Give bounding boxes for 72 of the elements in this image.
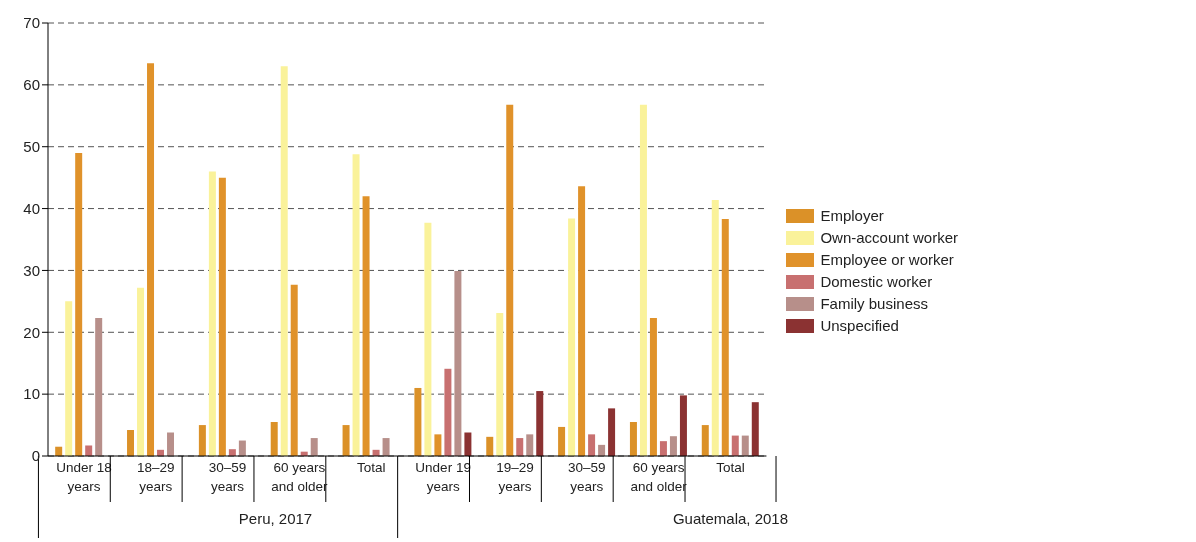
legend-label: Domestic worker (820, 273, 933, 290)
legend-label: Employee or worker (820, 251, 954, 268)
legend-label: Unspecified (820, 317, 899, 334)
legend-label: Family business (820, 295, 928, 312)
bar (434, 434, 442, 456)
bar (95, 318, 103, 456)
y-tick-label: 50 (23, 138, 40, 156)
bar (464, 432, 472, 456)
bar (711, 199, 719, 456)
bar (85, 445, 93, 456)
x-tick-label: Total (716, 460, 745, 475)
y-tick-label: 10 (23, 385, 40, 403)
bar (290, 284, 298, 456)
bar (382, 438, 390, 456)
bar (516, 438, 524, 456)
bar (208, 171, 216, 456)
bar (649, 318, 657, 456)
y-tick-label: 20 (23, 323, 40, 341)
bar (147, 63, 155, 456)
bar (137, 287, 145, 456)
bar (608, 408, 616, 456)
bar (218, 177, 226, 456)
bar (588, 434, 596, 456)
bar (496, 313, 504, 456)
bar (198, 425, 206, 456)
bar (352, 154, 360, 456)
x-tick-label: 19–29 years (496, 460, 534, 494)
bar (568, 218, 576, 456)
legend-label: Own-account worker (820, 229, 958, 246)
legend-label: Employer (820, 207, 884, 224)
x-tick-label: 18–29 years (136, 460, 175, 494)
bar (270, 421, 278, 456)
bar (486, 436, 494, 456)
bar (701, 425, 709, 456)
bar (598, 444, 606, 456)
bar (669, 436, 677, 456)
bar (127, 430, 135, 456)
bar (75, 152, 83, 456)
bar (362, 196, 370, 456)
bar (751, 402, 759, 456)
bar (629, 421, 637, 456)
y-tick-label: 30 (23, 261, 40, 279)
bar (424, 222, 432, 456)
bar (659, 441, 667, 456)
bar (731, 435, 739, 456)
bar (741, 435, 749, 456)
bar (536, 391, 544, 456)
bar (342, 425, 350, 456)
y-tick-label: 0 (31, 447, 40, 465)
bar (506, 104, 514, 456)
y-tick-label: 40 (23, 199, 40, 217)
bar (444, 368, 452, 456)
bar (414, 387, 422, 456)
bar (280, 66, 288, 456)
bar (578, 186, 586, 456)
bar (679, 395, 687, 456)
y-tick-label: 70 (23, 14, 40, 32)
bar (639, 104, 647, 456)
bar (167, 432, 175, 456)
bar (526, 434, 534, 456)
x-tick-label: 30–59 years (568, 460, 606, 494)
text: Peru, 2017 (237, 510, 314, 527)
bar (65, 301, 73, 456)
x-tick-label: 30–59 years (208, 460, 247, 494)
x-tick-label: Total (357, 460, 386, 475)
bar (454, 271, 462, 456)
bar (721, 219, 729, 456)
bar (310, 438, 318, 456)
bar (238, 440, 246, 456)
y-tick-label: 60 (23, 76, 40, 94)
text: Guatemala, 2018 (671, 510, 790, 527)
bar (558, 426, 566, 456)
